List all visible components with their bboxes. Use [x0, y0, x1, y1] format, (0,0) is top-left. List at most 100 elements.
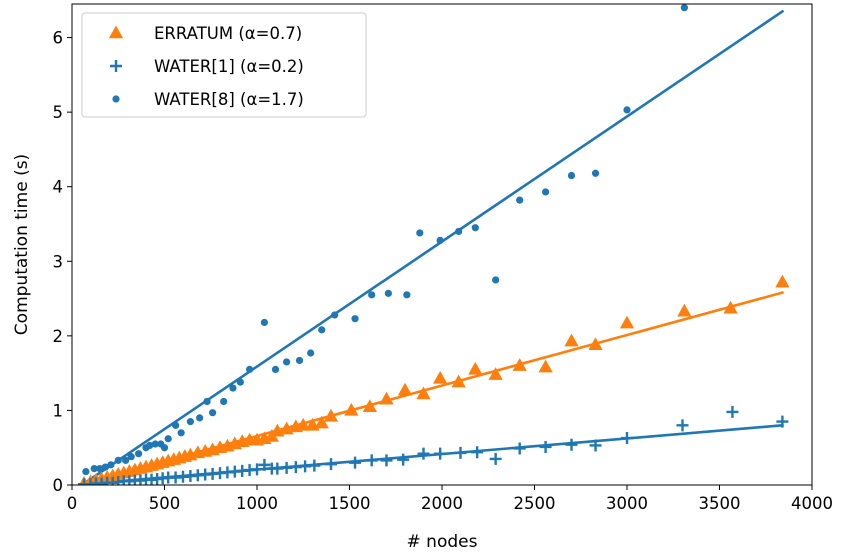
data-point-series-0 [397, 382, 413, 396]
data-point-series-2 [295, 356, 304, 365]
data-point-series-2 [209, 409, 217, 417]
data-point-series-2 [127, 453, 135, 461]
x-tick-label: 500 [149, 494, 181, 513]
data-point-series-1 [349, 456, 362, 469]
data-point-series-2 [567, 171, 576, 180]
data-point-series-2 [122, 456, 130, 464]
data-point-series-2 [260, 318, 268, 327]
data-point-series-2 [114, 456, 122, 464]
data-point-series-0 [564, 333, 579, 347]
data-point-series-2 [384, 289, 392, 297]
data-point-series-1 [308, 459, 321, 472]
data-point-series-2 [271, 365, 280, 374]
x-tick-label: 3500 [699, 494, 741, 513]
data-point-series-1 [325, 458, 337, 471]
data-point-series-0 [775, 274, 790, 288]
data-point-series-2 [680, 4, 688, 12]
data-point-series-2 [203, 397, 211, 406]
y-tick-label: 3 [53, 252, 64, 271]
x-tick-label: 1500 [329, 494, 371, 513]
x-tick-label: 2500 [514, 494, 556, 513]
data-point-series-0 [723, 300, 738, 314]
x-tick-label: 4000 [791, 494, 833, 513]
legend-marker-series-1 [110, 60, 122, 72]
data-point-series-2 [82, 467, 90, 476]
legend-label-series-0: ERRATUM (α=0.7) [154, 24, 302, 43]
data-point-series-1 [434, 447, 447, 460]
data-point-series-2 [135, 450, 143, 458]
data-point-series-1 [454, 446, 467, 459]
legend: ERRATUM (α=0.7) WATER[1] (α=0.2) WATER[8] … [81, 12, 367, 118]
data-point-series-2 [229, 384, 237, 392]
data-point-series-2 [177, 429, 185, 437]
data-point-series-1 [621, 432, 633, 445]
data-point-series-1 [417, 447, 430, 460]
data-point-series-1 [589, 439, 602, 452]
data-point-series-2 [107, 461, 115, 469]
data-point-series-1 [251, 463, 263, 476]
data-point-series-1 [365, 454, 378, 467]
data-point-series-2 [90, 464, 98, 473]
x-axis-label: # nodes [407, 532, 478, 552]
data-point-series-0 [344, 402, 359, 416]
data-point-series-2 [172, 421, 180, 429]
data-point-series-2 [591, 169, 600, 177]
data-point-series-2 [403, 291, 411, 299]
data-point-series-0 [619, 315, 635, 329]
data-point-series-2 [351, 315, 359, 323]
data-point-series-0 [468, 361, 483, 375]
data-point-series-0 [362, 399, 377, 412]
data-point-series-0 [296, 417, 311, 431]
y-tick-label: 2 [53, 327, 64, 346]
data-point-series-2 [160, 444, 169, 452]
y-axis-ticks: 0 1 2 3 4 5 6 [53, 29, 72, 495]
data-point-series-0 [433, 370, 448, 384]
data-point-series-2 [368, 291, 376, 299]
data-point-series-2 [146, 441, 154, 450]
data-point-series-2 [455, 227, 463, 236]
data-point-series-2 [307, 349, 315, 357]
legend-label-series-2: WATER[8] (α=1.7) [154, 90, 304, 109]
data-markers [78, 4, 790, 485]
data-point-series-1 [776, 415, 789, 428]
data-point-series-0 [677, 303, 692, 317]
data-point-series-2 [220, 397, 228, 406]
y-axis-label: Computation time (s) [12, 154, 32, 335]
data-point-series-1 [489, 452, 502, 465]
data-point-series-2 [492, 276, 500, 284]
x-tick-label: 3000 [606, 494, 648, 513]
data-point-series-2 [151, 440, 159, 448]
legend-marker-series-0 [108, 25, 124, 39]
data-point-series-1 [726, 405, 739, 418]
y-tick-label: 4 [53, 178, 64, 197]
legend-marker-series-2 [112, 95, 120, 103]
data-point-series-2 [436, 236, 444, 244]
data-point-series-2 [164, 435, 172, 443]
data-point-series-2 [246, 365, 254, 374]
data-point-series-0 [416, 386, 431, 400]
data-point-series-2 [186, 418, 194, 426]
data-point-series-0 [588, 337, 603, 351]
data-point-series-0 [323, 408, 339, 422]
y-tick-label: 1 [53, 401, 64, 420]
data-point-series-2 [101, 463, 109, 471]
data-point-series-1 [258, 458, 271, 471]
data-point-series-2 [471, 224, 479, 232]
data-point-series-2 [283, 358, 291, 366]
legend-box [81, 12, 367, 118]
x-tick-label: 0 [67, 494, 78, 513]
data-point-series-2 [623, 106, 631, 114]
data-point-series-2 [96, 464, 104, 473]
fit-line-series-2 [82, 9, 785, 485]
x-tick-label: 1000 [236, 494, 278, 513]
y-tick-label: 6 [53, 29, 64, 48]
data-point-series-1 [539, 440, 552, 453]
data-point-series-0 [538, 359, 553, 373]
data-point-series-1 [380, 454, 393, 467]
data-point-series-0 [379, 391, 394, 405]
data-point-series-0 [488, 367, 503, 380]
data-point-series-1 [676, 419, 689, 432]
x-tick-label: 2000 [421, 494, 463, 513]
y-tick-label: 5 [53, 103, 64, 122]
data-point-series-2 [542, 188, 550, 196]
